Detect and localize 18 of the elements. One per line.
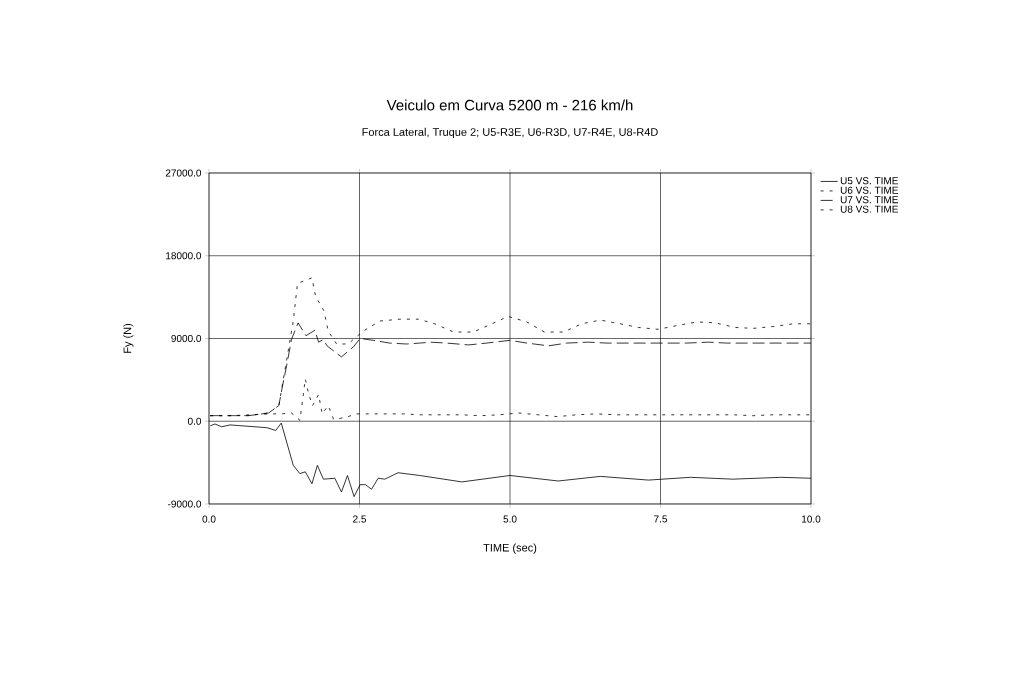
x-axis-title: TIME (sec) [483, 543, 537, 554]
x-tick-label: 0.0 [202, 515, 216, 523]
y-tick-label: 9000.0 [171, 334, 202, 343]
y-tick-label: 27000.0 [165, 169, 202, 177]
x-tick-label: 5.0 [503, 515, 517, 523]
legend-label: U7 VS. TIME [840, 196, 898, 204]
legend-label: U8 VS. TIME [840, 205, 898, 213]
x-tick-label: 2.5 [353, 515, 367, 523]
y-tick-label: 0.0 [187, 417, 202, 425]
chart-subtitle: Forca Lateral, Truque 2; U5-R3E, U6-R3D, U7-R4E, U8-R4D [362, 127, 658, 139]
y-tick-label: -9000.0 [168, 500, 202, 508]
x-tick-label: 7.5 [654, 515, 668, 523]
legend-label: U5 VS. TIME [840, 177, 898, 185]
y-axis-title: Fy (N) [123, 323, 134, 353]
x-tick-label: 10.0 [802, 515, 821, 523]
y-tick-label: 18000.0 [166, 252, 202, 260]
chart-title: Veiculo em Curva 5200 m - 216 km/h [386, 99, 633, 111]
legend-label: U6 VS. TIME [840, 186, 898, 194]
